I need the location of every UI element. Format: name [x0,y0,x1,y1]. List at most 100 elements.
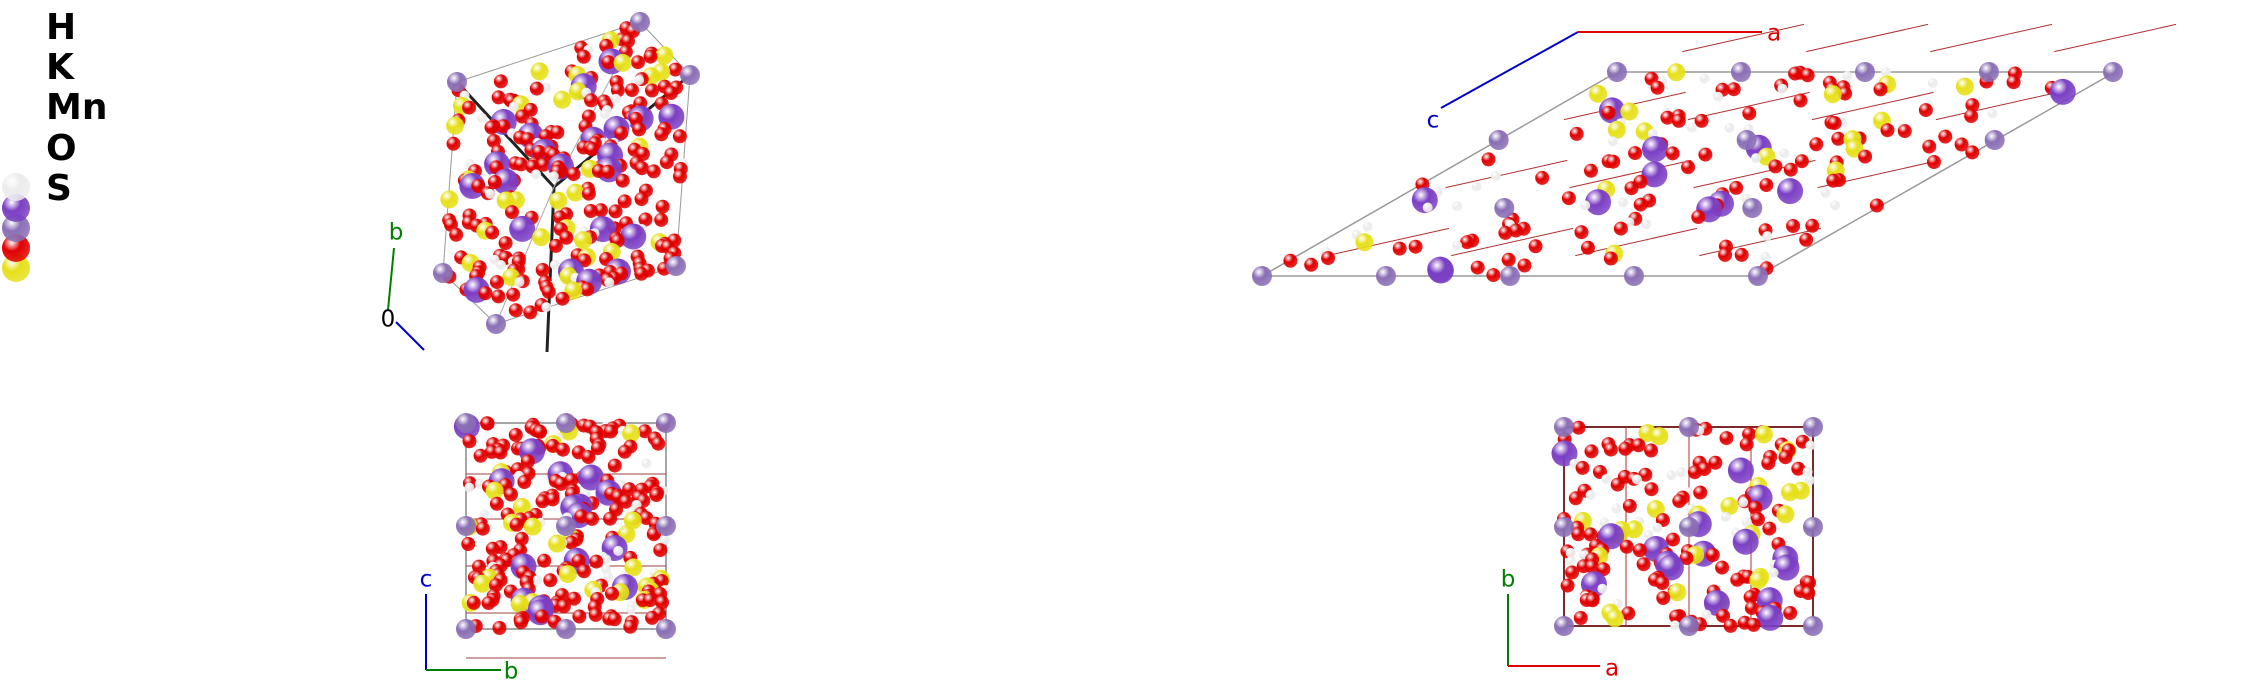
atom [1897,124,1912,139]
atom [485,225,500,240]
atom [1699,73,1710,84]
atom [1880,123,1895,138]
atom [1826,173,1841,188]
atom [1965,98,1980,113]
atom [1565,547,1576,558]
atom [603,572,614,582]
atom [471,179,486,193]
atom [634,192,649,207]
atom [1730,572,1745,587]
atom [617,194,632,209]
atom [1619,539,1634,554]
frame-line [1811,91,1934,121]
atom [628,111,643,126]
atom [530,62,549,81]
atom [1490,171,1501,181]
atom [1720,497,1739,516]
atom [1955,77,1974,96]
atom [1598,523,1625,550]
atom [535,263,550,277]
atom [1742,198,1763,218]
atom [1571,420,1586,435]
atom [1452,201,1463,212]
atom [1589,84,1607,103]
atom [1656,591,1671,605]
atom [604,277,615,288]
frame-line [1261,71,1618,277]
atom [1606,609,1624,628]
atom [1964,109,1979,124]
atom [1657,554,1684,581]
atom [576,49,591,64]
atom [1601,105,1616,120]
atom [583,204,598,218]
atom [1624,181,1639,196]
atom [548,534,567,553]
atom [485,541,500,556]
atom [1613,221,1628,236]
atom [1954,137,1969,152]
atom [535,494,550,509]
atom [1809,137,1824,152]
atom [1783,162,1798,177]
atom [564,281,583,300]
atom [1777,83,1788,94]
atom [1773,554,1800,581]
atom [1794,154,1809,169]
atom [1676,467,1687,478]
atom [548,238,563,253]
atom [541,284,556,299]
atom [531,169,542,180]
atom [520,454,535,469]
atom [1801,586,1816,601]
atom [1665,146,1680,161]
atom [1761,456,1776,471]
frame-line [1575,227,1698,257]
atom [504,487,518,502]
atom [486,134,501,148]
atom [1672,494,1687,509]
atom [456,413,476,433]
atom [1460,235,1475,250]
atom [1584,163,1598,178]
atom [1751,512,1765,527]
view-bc: cb [420,413,676,685]
atom [631,55,645,70]
atom [1762,231,1773,242]
atom [1660,110,1675,125]
atom [1597,583,1608,594]
view-perspective: b0 [381,12,700,352]
atom [1734,247,1749,262]
atom [532,575,543,586]
frame-line [1569,159,1692,189]
atom [1633,197,1648,212]
atom [1560,578,1575,593]
atom [1922,139,1937,154]
atom [1779,148,1790,159]
atom [1585,559,1600,574]
atom [613,53,632,72]
atom [1584,444,1599,459]
atom [645,610,660,625]
atom [480,416,495,431]
atom [654,127,669,142]
frame-line [1757,71,2116,277]
atom [461,537,476,551]
frame-line [2054,23,2177,53]
atom [1823,85,1842,104]
atom [632,122,647,137]
atom [1554,417,1574,437]
atom [1698,147,1713,162]
atom [1679,616,1699,636]
atom [1927,78,1938,88]
atom [478,286,493,301]
atom [1723,618,1738,633]
atom [556,619,576,639]
atom [656,516,676,536]
atom [549,191,568,210]
frame-line [1806,23,1929,53]
legend-label: Mn [46,87,107,128]
atom [520,132,535,147]
atom [493,74,508,89]
atom [1585,593,1600,608]
